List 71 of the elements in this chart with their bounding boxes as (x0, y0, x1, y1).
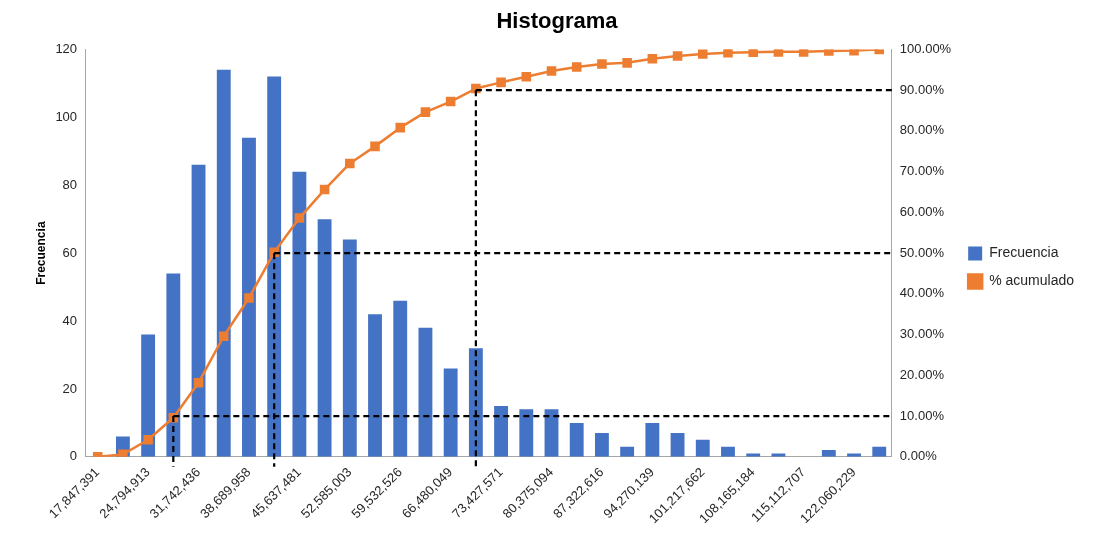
y-axis-title: Frecuencia (33, 221, 48, 285)
point (597, 59, 607, 69)
point (370, 141, 380, 152)
y2-tick-label: 60.00% (899, 203, 945, 219)
point (319, 184, 330, 195)
y-tick-label: 0 (69, 448, 78, 464)
point (849, 49, 859, 56)
point (193, 377, 204, 388)
bar (242, 137, 256, 457)
y-tick-label: 120 (55, 40, 78, 56)
point (294, 213, 305, 223)
point (218, 331, 229, 342)
y-tick-label: 60 (62, 244, 78, 260)
y2-tick-label: 100.00% (899, 40, 952, 56)
point (672, 51, 683, 61)
bar (443, 368, 458, 457)
point (143, 434, 153, 445)
y2-tick-label: 70.00% (899, 163, 945, 179)
y2-tick-label: 80.00% (899, 122, 945, 138)
point (244, 293, 254, 303)
point (748, 49, 758, 58)
y2-tick-label: 0.00% (899, 448, 938, 464)
y2-tick-label: 10.00% (899, 407, 945, 423)
point (622, 58, 632, 68)
y-tick-label: 100 (55, 108, 78, 124)
point (824, 49, 834, 56)
y2-tick-label: 40.00% (899, 285, 945, 301)
point (723, 49, 733, 58)
y2-tick-label: 30.00% (899, 326, 945, 342)
chart-title: Histograma (496, 8, 619, 34)
point (445, 96, 456, 107)
bar (418, 327, 433, 457)
bar (393, 300, 408, 457)
bar (216, 69, 231, 457)
y-tick-label: 20 (62, 380, 78, 396)
point (118, 449, 128, 457)
bar (368, 314, 382, 457)
bar (141, 334, 156, 457)
bar (670, 433, 685, 457)
bar (519, 409, 534, 457)
bar (645, 422, 660, 457)
bar (166, 273, 181, 457)
point (798, 49, 809, 57)
y-tick-label: 80 (62, 176, 78, 192)
y2-tick-label: 20.00% (899, 366, 945, 382)
bar (342, 239, 357, 457)
point (395, 122, 406, 133)
legend-label: Frecuencia (989, 244, 1059, 261)
point (571, 62, 582, 72)
legend-label: % acumulado (989, 272, 1075, 289)
point (420, 107, 431, 117)
bar (468, 348, 483, 457)
point (546, 66, 557, 76)
point (496, 77, 506, 88)
y-tick-label: 40 (62, 312, 78, 328)
bar (317, 219, 332, 457)
bar (267, 76, 282, 457)
point (345, 158, 355, 169)
bar (494, 405, 509, 457)
bar (594, 433, 609, 457)
bar (292, 171, 307, 457)
bar (695, 439, 710, 457)
y2-tick-label: 90.00% (899, 81, 945, 97)
y2-tick-label: 50.00% (899, 244, 945, 260)
bar (191, 164, 206, 457)
point (521, 71, 532, 82)
point (773, 49, 784, 57)
bar (569, 422, 584, 457)
bar (544, 409, 559, 457)
point (647, 53, 658, 64)
point (697, 49, 708, 59)
